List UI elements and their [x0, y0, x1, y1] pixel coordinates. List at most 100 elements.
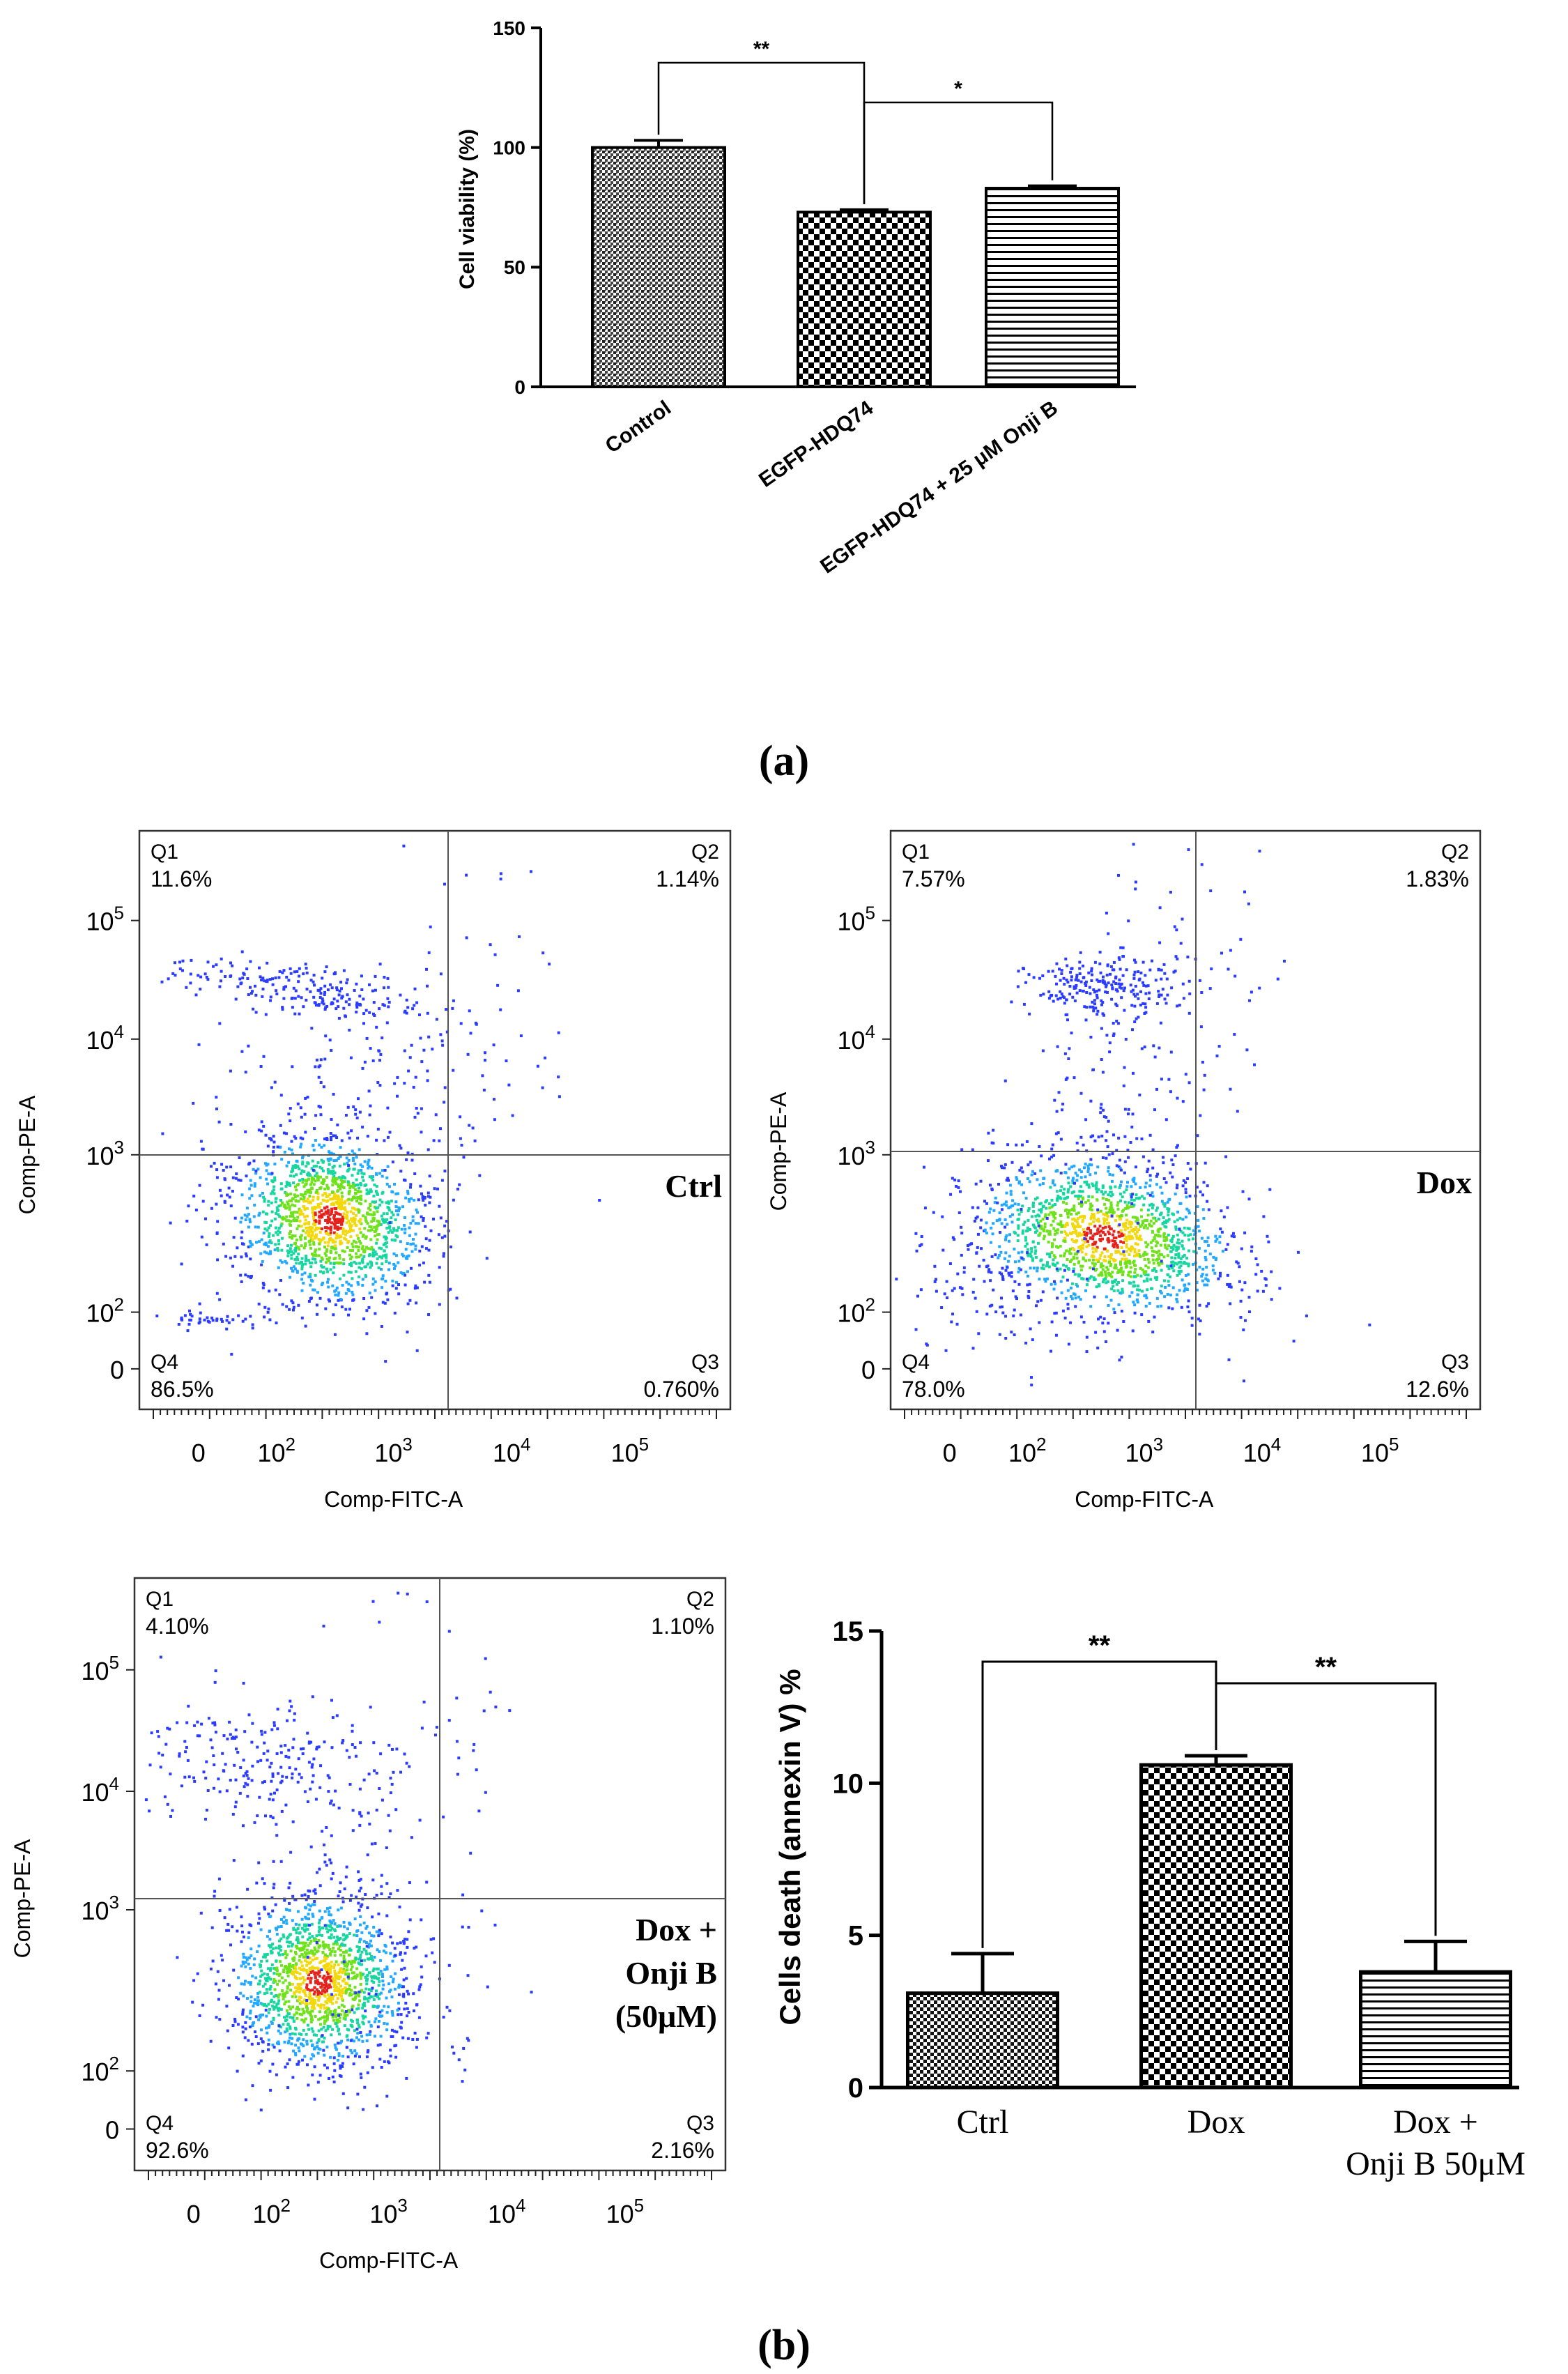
event-dot: [1110, 1287, 1114, 1291]
event-dot: [335, 1177, 339, 1181]
event-dot: [393, 1266, 396, 1270]
event-dot: [368, 1225, 371, 1228]
event-dot: [213, 1890, 217, 1893]
event-dot: [282, 2023, 285, 2026]
event-dot: [1072, 1177, 1075, 1180]
event-dot: [1172, 970, 1176, 974]
event-dot: [426, 1069, 429, 1073]
event-dot: [268, 1241, 271, 1244]
event-dot: [277, 1999, 281, 2002]
event-dot: [1103, 982, 1107, 986]
event-dot: [375, 1253, 378, 1256]
event-dot: [1070, 967, 1073, 970]
event-dot: [318, 1221, 321, 1225]
event-dot: [987, 1268, 991, 1271]
event-dot: [307, 1240, 311, 1243]
event-dot: [374, 1190, 378, 1193]
event-dot: [1132, 1280, 1135, 1284]
event-dot: [1044, 1213, 1047, 1216]
event-dot: [325, 965, 328, 969]
event-dot: [311, 1238, 314, 1241]
event-dot: [1112, 1034, 1115, 1037]
event-dot: [1134, 880, 1137, 884]
event-dot: [338, 1165, 341, 1167]
event-dot: [1117, 1280, 1120, 1284]
event-dot: [335, 2048, 338, 2051]
event-dot: [323, 1057, 327, 1061]
event-dot: [269, 1224, 272, 1227]
event-dot: [234, 997, 238, 1001]
event-dot: [1109, 1206, 1112, 1209]
event-dot: [1055, 1110, 1059, 1113]
event-dot: [294, 1241, 297, 1245]
event-dot: [1068, 1167, 1071, 1170]
event-dot: [298, 1262, 301, 1265]
event-dot: [1179, 1230, 1183, 1233]
event-dot: [351, 1181, 355, 1185]
event-dot: [406, 2037, 410, 2040]
event-dot: [376, 1206, 380, 1209]
event-dot: [337, 1220, 341, 1223]
event-dot: [1026, 1251, 1029, 1255]
event-dot: [1121, 955, 1125, 958]
event-dot: [319, 987, 323, 990]
event-dot: [331, 1240, 335, 1243]
event-dot: [312, 980, 315, 983]
event-dot: [319, 1216, 322, 1219]
event-dot: [1054, 1170, 1058, 1173]
event-dot: [240, 1915, 243, 1919]
event-dot: [1160, 1269, 1163, 1272]
event-dot: [1029, 1327, 1032, 1331]
event-dot: [484, 1051, 486, 1055]
event-dot: [1148, 1193, 1152, 1197]
event-dot: [295, 970, 299, 973]
event-dot: [329, 1231, 332, 1234]
event-dot: [1122, 1252, 1125, 1255]
event-dot: [328, 1976, 332, 1979]
event-dot: [1151, 1331, 1155, 1333]
event-dot: [1082, 976, 1085, 979]
event-dot: [268, 2007, 271, 2011]
event-dot: [321, 977, 324, 980]
event-dot: [1164, 1286, 1167, 1289]
event-dot: [423, 1280, 426, 1284]
event-dot: [1042, 1228, 1045, 1232]
event-dot: [328, 1232, 332, 1236]
event-dot: [1220, 1230, 1224, 1234]
event-dot: [339, 1906, 343, 1910]
event-dot: [253, 1204, 256, 1207]
event-dot: [350, 1198, 353, 1202]
event-dot: [1160, 1285, 1163, 1288]
event-dot: [1082, 1243, 1084, 1247]
event-dot: [305, 1179, 309, 1183]
event-dot: [309, 2057, 313, 2060]
event-dot: [1135, 1298, 1139, 1301]
event-dot: [271, 1180, 275, 1184]
event-dot: [1248, 1310, 1251, 1314]
event-dot: [1140, 1138, 1144, 1140]
event-dot: [376, 1219, 379, 1223]
event-dot: [240, 981, 243, 985]
event-dot: [291, 1301, 295, 1305]
event-dot: [1171, 1234, 1175, 1238]
event-dot: [372, 1967, 376, 1970]
event-dot: [284, 1979, 287, 1982]
event-dot: [344, 1308, 348, 1311]
event-dot: [1052, 1181, 1054, 1185]
event-dot: [254, 1170, 258, 1172]
quadrant-name: Q3: [1441, 1351, 1469, 1374]
event-dot: [379, 1052, 383, 1056]
event-dot: [292, 2049, 295, 2053]
event-dot: [1181, 1100, 1185, 1103]
event-dot: [314, 1257, 317, 1261]
event-dot: [392, 1227, 395, 1230]
event-dot: [346, 1105, 350, 1109]
event-dot: [360, 1259, 364, 1262]
event-dot: [322, 1271, 325, 1274]
event-dot: [1075, 1179, 1079, 1182]
event-dot: [280, 1260, 284, 1264]
event-dot: [307, 1234, 311, 1238]
event-dot: [1111, 1271, 1114, 1274]
event-dot: [393, 1239, 397, 1242]
event-dot: [300, 1260, 303, 1264]
